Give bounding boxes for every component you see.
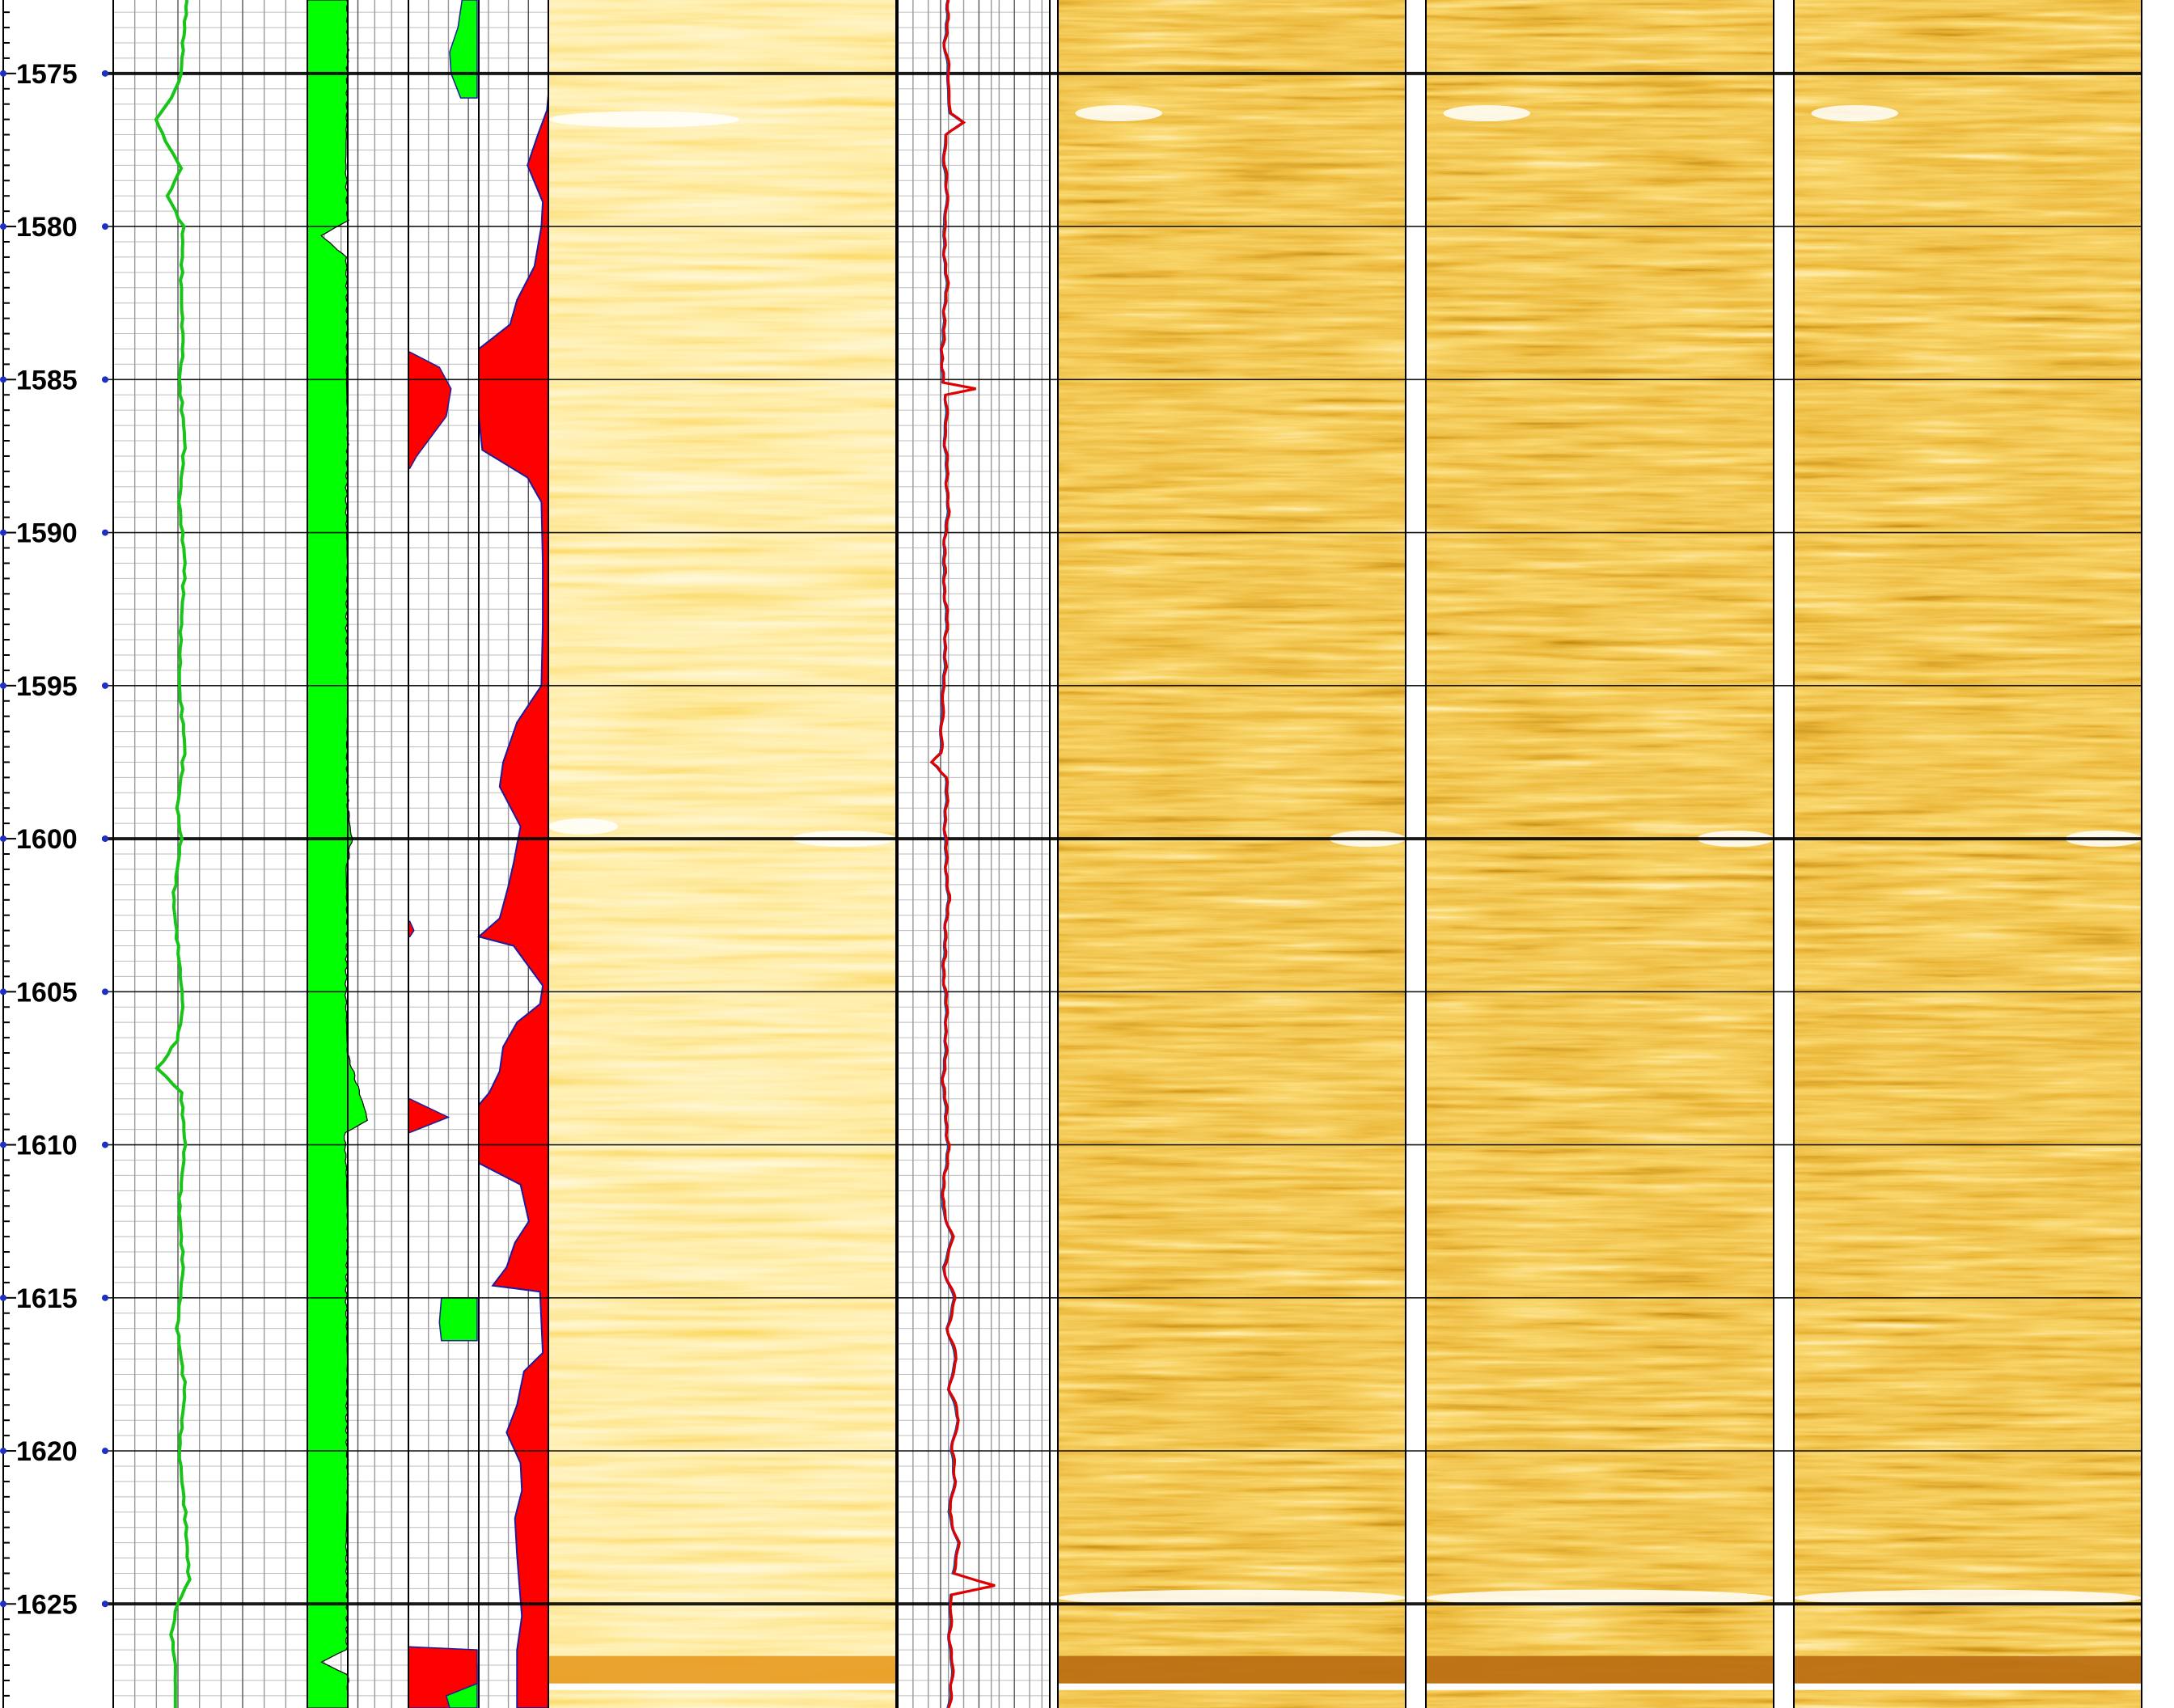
depth-marker-right xyxy=(102,1600,108,1608)
depth-label: 1610 xyxy=(16,1131,78,1161)
depth-axis: 1575 1580 1585 1590 1595 1600 1605 1610 1615 1620… xyxy=(0,0,108,1708)
green-filled-curve xyxy=(307,0,368,1708)
depth-label: 1605 xyxy=(16,977,78,1008)
image-track-7 xyxy=(1058,0,1406,1708)
depth-label: 1625 xyxy=(16,1589,78,1620)
depth-label: 1580 xyxy=(16,212,78,243)
image-bottom-gap xyxy=(1058,1683,1406,1690)
depth-marker-left xyxy=(0,70,6,77)
image-track-9 xyxy=(1794,0,2142,1708)
green-fill-segment xyxy=(449,0,478,99)
depth-marker-right xyxy=(102,835,108,843)
image-bright-band xyxy=(1811,105,1898,122)
depth-label: 1615 xyxy=(16,1283,78,1314)
major-gridlines xyxy=(102,0,2142,1708)
image-bright-band xyxy=(1794,1589,2142,1606)
curve-lines xyxy=(154,0,996,1708)
image-track-8 xyxy=(1426,0,1774,1708)
depth-marker-right xyxy=(102,223,108,230)
image-tracks xyxy=(548,0,2142,1708)
image-bottom-band xyxy=(548,1655,896,1684)
depth-label: 1620 xyxy=(16,1436,78,1467)
image-bottom-gap xyxy=(1426,1683,1774,1690)
depth-label: 1595 xyxy=(16,671,78,702)
curve-fills xyxy=(307,0,549,1708)
multi-curve-line xyxy=(929,0,996,1708)
image-bottom-band xyxy=(1058,1655,1406,1684)
depth-label: 1575 xyxy=(16,59,78,90)
depth-marker-right xyxy=(102,529,108,536)
depth-marker-left xyxy=(0,376,6,383)
image-bottom-band xyxy=(1426,1655,1774,1684)
depth-marker-right xyxy=(102,1294,108,1301)
depth-marker-left xyxy=(0,1141,6,1148)
depth-label: 1600 xyxy=(16,824,78,855)
depth-marker-right xyxy=(102,1448,108,1455)
depth-marker-right xyxy=(102,682,108,689)
image-bottom-band xyxy=(1794,1655,2142,1684)
red-fill-segment xyxy=(408,920,415,937)
depth-marker-right xyxy=(102,376,108,383)
image-bottom-gap xyxy=(1794,1683,2142,1690)
depth-label: 1590 xyxy=(16,518,78,549)
depth-label: 1585 xyxy=(16,365,78,395)
depth-marker-left xyxy=(0,529,6,536)
depth-marker-left xyxy=(0,223,6,230)
depth-marker-left xyxy=(0,1294,6,1301)
depth-marker-right xyxy=(102,1141,108,1148)
red-fill-segment xyxy=(408,351,452,469)
image-track-5 xyxy=(548,0,896,1708)
depth-marker-right xyxy=(102,70,108,77)
depth-marker-right xyxy=(102,988,108,996)
gamma-curve xyxy=(154,0,192,1708)
depth-marker-left xyxy=(0,835,6,843)
depth-marker-left xyxy=(0,682,6,689)
depth-marker-left xyxy=(0,1600,6,1608)
depth-marker-left xyxy=(0,988,6,996)
image-bright-band xyxy=(548,818,618,835)
image-bottom-gap xyxy=(548,1683,896,1690)
image-bright-band xyxy=(1058,1589,1406,1606)
green-fill-segment xyxy=(438,1297,478,1342)
image-bright-band xyxy=(1075,105,1162,122)
image-bright-band xyxy=(1426,1589,1774,1606)
depth-marker-left xyxy=(0,1448,6,1455)
image-bright-band xyxy=(1443,105,1530,122)
image-bright-band xyxy=(548,111,740,128)
